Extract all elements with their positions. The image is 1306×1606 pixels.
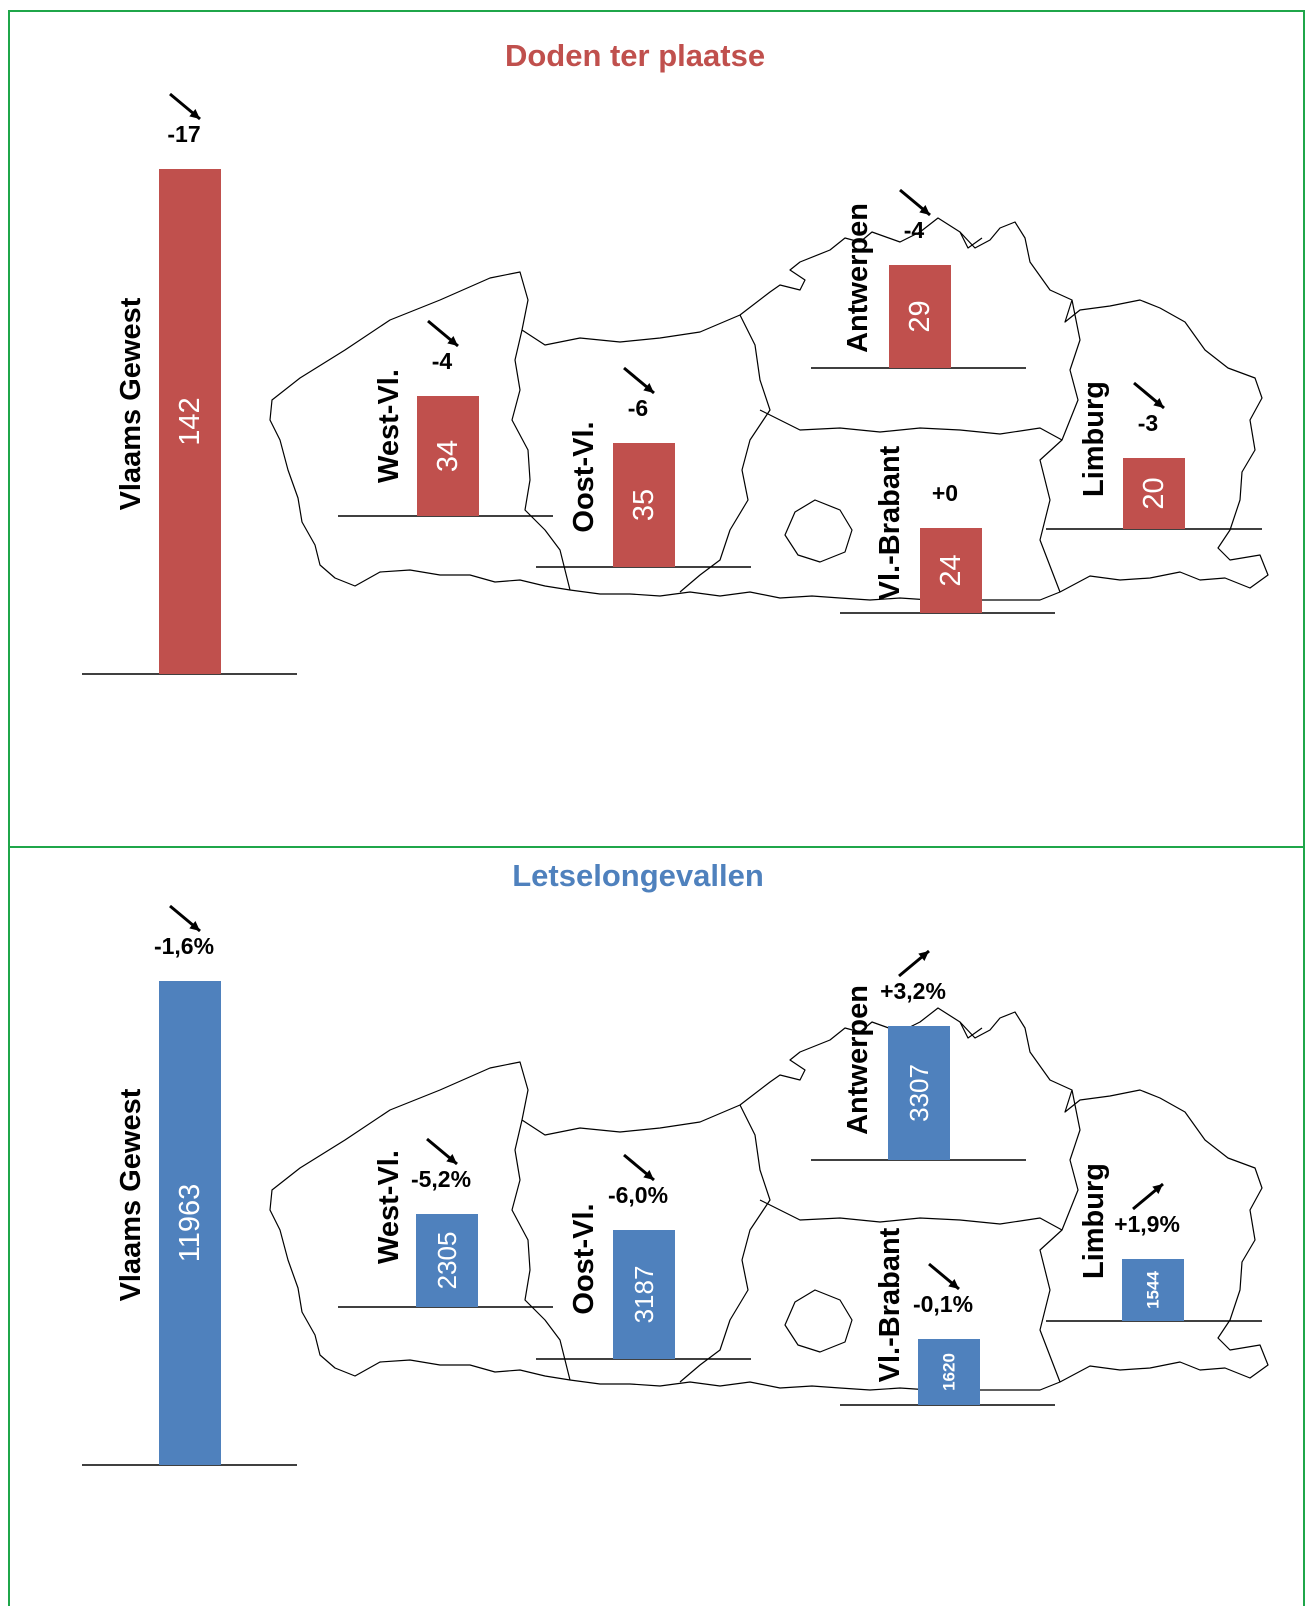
trend-arrow-down-west-vl [427, 319, 459, 348]
value-label-vl-brabant: 24 [935, 554, 967, 586]
change-label-antwerpen: -4 [904, 217, 925, 243]
bar-west-vl [417, 396, 479, 516]
region-label-vl-brabant: Vl.-Brabant [874, 1227, 906, 1382]
bar-vlaams-gewest [159, 169, 221, 674]
value-label-limburg: 20 [1138, 477, 1170, 509]
value-label-limburg: 1544 [1144, 1271, 1163, 1309]
change-label-west-vl: -4 [432, 348, 453, 374]
bar-antwerpen [889, 265, 951, 368]
change-label-antwerpen: +3,2% [880, 978, 946, 1004]
region-label-west-vl: West-Vl. [373, 369, 405, 483]
bar-antwerpen [888, 1026, 950, 1160]
value-label-vl-brabant: 1620 [940, 1353, 959, 1391]
deaths-chart-title: Doden ter plaatse [505, 38, 765, 73]
trend-arrow-down-west-vl [426, 1137, 458, 1166]
change-label-vlaams-gewest: -17 [167, 121, 200, 147]
bar-limburg [1122, 1259, 1184, 1321]
bar-oost-vl [613, 1230, 675, 1359]
trend-arrow-down-vl-brabant [928, 1262, 960, 1291]
bottom-panel-frame [8, 846, 1305, 1606]
bar-west-vl [416, 1214, 478, 1307]
value-label-west-vl: 34 [432, 440, 464, 472]
trend-arrow-down-limburg [1133, 381, 1165, 410]
injury-accidents-panel: Letselongevallen 11963 Vlaams Gewest -1,6%… [82, 858, 1269, 1466]
change-label-vl-brabant: -0,1% [913, 1291, 973, 1317]
value-label-antwerpen: 3307 [904, 1064, 934, 1122]
bar-vl-brabant [920, 528, 982, 613]
flanders-map-outline-bottom [269, 1007, 1269, 1391]
change-label-vlaams-gewest: -1,6% [154, 933, 214, 959]
trend-arrow-down-vlaams-gewest [169, 92, 201, 121]
injury-chart-title: Letselongevallen [512, 858, 764, 893]
region-label-limburg: Limburg [1078, 1163, 1110, 1279]
trend-arrow-down-vlaams-gewest [169, 904, 201, 933]
region-label-vlaams-gewest: Vlaams Gewest [115, 1088, 147, 1301]
deaths-panel: Doden ter plaatse 142 Vlaams Gewest -17 34 W… [82, 38, 1269, 675]
trend-arrow-down-oost-vl [623, 366, 655, 395]
bar-vl-brabant [918, 1339, 980, 1405]
trend-arrow-up-antwerpen [898, 949, 930, 978]
change-label-vl-brabant: +0 [932, 480, 958, 506]
value-label-vlaams-gewest: 142 [174, 397, 206, 445]
change-label-west-vl: -5,2% [411, 1166, 471, 1192]
change-label-oost-vl: -6,0% [608, 1182, 668, 1208]
value-label-oost-vl: 35 [628, 489, 660, 521]
bar-vlaams-gewest [159, 981, 221, 1465]
region-label-oost-vl: Oost-Vl. [568, 1203, 600, 1314]
change-label-limburg: -3 [1138, 410, 1158, 436]
bar-oost-vl [613, 443, 675, 567]
region-label-vlaams-gewest: Vlaams Gewest [115, 297, 147, 510]
value-label-west-vl: 2305 [432, 1232, 462, 1290]
change-label-limburg: +1,9% [1114, 1211, 1180, 1237]
region-label-vl-brabant: Vl.-Brabant [874, 445, 906, 600]
region-label-limburg: Limburg [1078, 381, 1110, 497]
region-label-antwerpen: Antwerpen [842, 985, 874, 1135]
region-label-oost-vl: Oost-Vl. [568, 421, 600, 532]
value-label-antwerpen: 29 [904, 300, 936, 332]
trend-arrow-down-oost-vl [623, 1153, 655, 1182]
change-label-oost-vl: -6 [628, 395, 648, 421]
value-label-oost-vl: 3187 [629, 1266, 659, 1324]
bar-limburg [1123, 458, 1185, 529]
region-label-west-vl: West-Vl. [373, 1150, 405, 1264]
value-label-vlaams-gewest: 11963 [174, 1184, 206, 1263]
trend-arrow-up-limburg [1132, 1182, 1164, 1211]
region-label-antwerpen: Antwerpen [842, 203, 874, 353]
trend-arrow-down-antwerpen [899, 188, 931, 217]
